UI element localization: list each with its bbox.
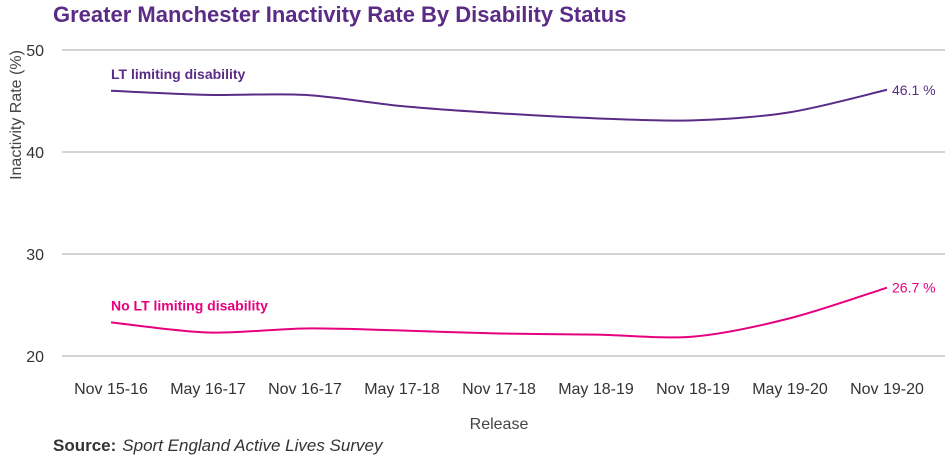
x-tick-label: Nov 16-17 — [268, 381, 342, 398]
x-tick-label: May 19-20 — [752, 381, 828, 398]
x-axis-label: Release — [470, 416, 529, 433]
end-value-label: 26.7 % — [892, 280, 936, 296]
source-label: Source: — [53, 436, 117, 455]
source-text: Sport England Active Lives Survey — [122, 436, 383, 455]
x-tick-label: May 17-18 — [364, 381, 440, 398]
x-tick-label: Nov 19-20 — [850, 381, 924, 398]
x-tick-label: May 16-17 — [170, 381, 246, 398]
x-tick-label: May 18-19 — [558, 381, 634, 398]
series-label: No LT limiting disability — [111, 297, 268, 313]
y-axis-label: Inactivity Rate (%) — [8, 50, 25, 180]
end-value-label: 46.1 % — [892, 82, 936, 98]
series-line — [110, 88, 888, 122]
y-tick-label: 50 — [26, 43, 44, 60]
y-tick-label: 40 — [26, 145, 44, 162]
x-tick-label: Nov 17-18 — [462, 381, 536, 398]
x-tick-label: Nov 18-19 — [656, 381, 730, 398]
chart-title: Greater Manchester Inactivity Rate By Di… — [53, 2, 627, 27]
y-tick-label: 30 — [26, 247, 44, 264]
source-note: Source: Sport England Active Lives Survey — [53, 436, 382, 456]
x-tick-label: Nov 15-16 — [74, 381, 148, 398]
y-tick-label: 20 — [26, 349, 44, 366]
series-label: LT limiting disability — [111, 66, 246, 82]
